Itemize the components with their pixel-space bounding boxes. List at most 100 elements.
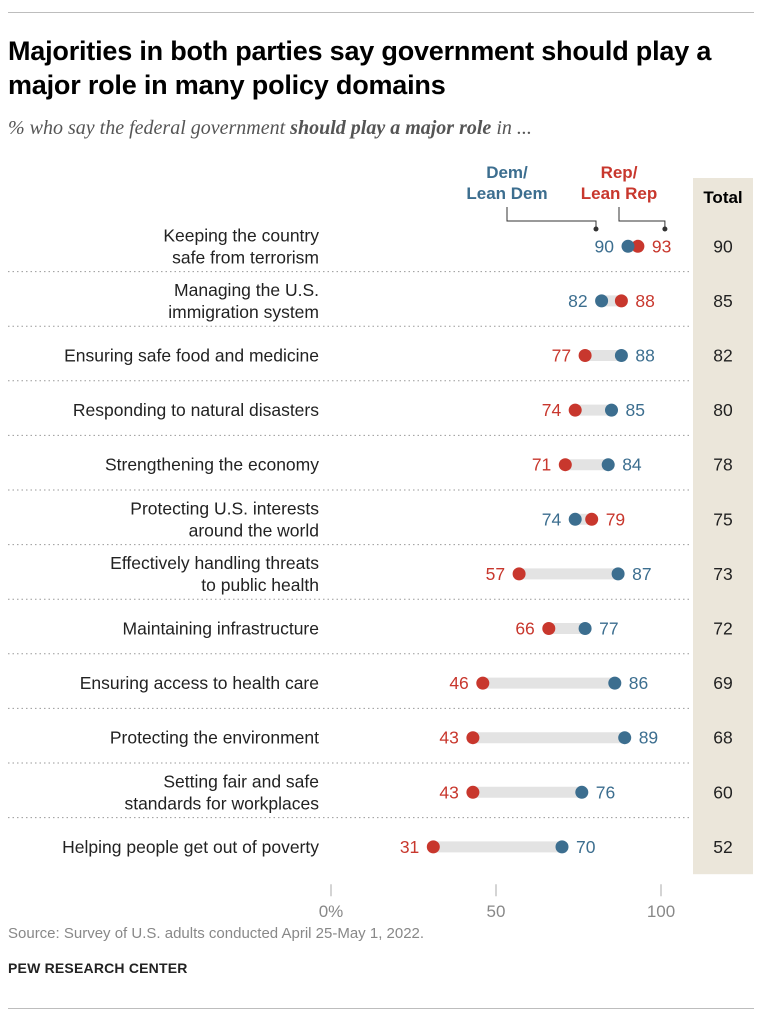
legend-dem-line: Dem/ xyxy=(486,163,528,182)
rep-value-label: 31 xyxy=(400,837,419,857)
dem-value-label: 88 xyxy=(635,346,654,366)
subtitle-emphasis: should play a major role xyxy=(290,117,492,139)
source-note: Source: Survey of U.S. adults conducted … xyxy=(8,925,425,942)
rep-value-label: 88 xyxy=(635,291,654,311)
dem-value-label: 74 xyxy=(542,509,562,529)
total-value: 78 xyxy=(713,455,732,475)
rep-value-label: 66 xyxy=(515,619,534,639)
row-label: Managing the U.S. immigration system xyxy=(168,280,319,322)
rep-dot xyxy=(476,676,490,690)
dem-value-label: 70 xyxy=(576,837,596,857)
row-label: Maintaining infrastructure xyxy=(123,619,319,639)
dem-value-label: 77 xyxy=(599,619,618,639)
legend-rep-leader-end xyxy=(662,226,668,232)
row-label: Responding to natural disasters xyxy=(73,400,319,420)
rep-value-label: 43 xyxy=(439,728,458,748)
dem-dot xyxy=(601,458,615,472)
total-value: 52 xyxy=(713,837,732,857)
rep-value-label: 93 xyxy=(652,236,671,256)
rep-dot xyxy=(542,622,556,635)
total-value: 80 xyxy=(713,400,733,420)
rep-value-label: 74 xyxy=(542,400,562,420)
rep-dot xyxy=(585,512,599,526)
row-label-line: Effectively handling threats xyxy=(110,553,319,573)
dem-dot xyxy=(595,294,609,308)
axis-tick-label: 0% xyxy=(319,902,344,921)
total-value: 73 xyxy=(713,564,732,584)
rep-dot xyxy=(558,458,572,472)
dem-value-label: 89 xyxy=(639,728,658,748)
rep-value-label: 79 xyxy=(606,509,625,529)
row-label-line: standards for workplaces xyxy=(124,793,319,813)
rep-value-label: 57 xyxy=(486,564,505,584)
total-value: 75 xyxy=(713,509,732,529)
row-label: Protecting U.S. interests around the worl… xyxy=(130,498,319,540)
legend-dem-leader-end xyxy=(593,226,599,232)
row-label-line: Keeping the country xyxy=(163,225,319,245)
legend-rep: Rep/Lean Rep xyxy=(581,163,658,203)
rep-value-label: 71 xyxy=(532,455,551,475)
rep-dot xyxy=(568,403,582,417)
total-value: 90 xyxy=(713,236,733,256)
rep-dot xyxy=(466,731,480,745)
rep-dot xyxy=(614,294,628,308)
subtitle-prefix: % who say the federal government xyxy=(8,117,291,139)
dem-value-label: 82 xyxy=(568,291,587,311)
row-label-line: to public health xyxy=(201,575,319,595)
dem-value-label: 90 xyxy=(595,236,615,256)
dem-value-label: 85 xyxy=(626,400,645,420)
dem-dot xyxy=(568,512,582,526)
row-label: Ensuring safe food and medicine xyxy=(64,346,319,366)
row-label: Helping people get out of poverty xyxy=(62,837,319,857)
rep-dot xyxy=(426,840,440,854)
dem-value-label: 86 xyxy=(629,673,648,693)
legend-rep-line: Lean Rep xyxy=(581,184,658,203)
row-label: Effectively handling threats to public he… xyxy=(110,553,319,595)
legend-dem: Dem/Lean Dem xyxy=(466,163,547,203)
dem-dot xyxy=(605,403,618,417)
rep-dot xyxy=(466,785,480,799)
row-label-line: Protecting U.S. interests xyxy=(130,498,319,518)
row-label-line: Responding to natural disasters xyxy=(73,400,319,420)
row-label: Ensuring access to health care xyxy=(80,673,319,693)
legend-rep-leader xyxy=(618,207,666,229)
rep-dot xyxy=(578,349,592,362)
total-column-band xyxy=(693,178,753,875)
total-value: 60 xyxy=(713,782,733,802)
rep-dot xyxy=(631,239,645,253)
bottom-rule xyxy=(8,1008,754,1009)
row-label-line: Strengthening the economy xyxy=(105,455,319,475)
rep-dot xyxy=(512,567,526,581)
row-label: Keeping the country safe from terrorism xyxy=(163,225,319,267)
dem-dot xyxy=(578,622,592,635)
row-label-line: Helping people get out of poverty xyxy=(62,837,319,857)
row-label-line: Ensuring safe food and medicine xyxy=(64,346,319,366)
row-label-line: Ensuring access to health care xyxy=(80,673,319,693)
row-label-line: Maintaining infrastructure xyxy=(123,619,319,639)
row-label-line: Managing the U.S. xyxy=(174,280,319,300)
row-label: Protecting the environment xyxy=(110,728,319,748)
dem-dot xyxy=(575,785,589,799)
row-label-line: safe from terrorism xyxy=(172,247,319,267)
dem-dot xyxy=(614,349,628,362)
total-value: 72 xyxy=(713,619,732,639)
top-rule xyxy=(8,12,754,13)
row-label-line: Setting fair and safe xyxy=(163,771,319,791)
total-value: 68 xyxy=(713,728,732,748)
row-label: Strengthening the economy xyxy=(105,455,319,475)
total-value: 69 xyxy=(713,673,732,693)
dem-dot xyxy=(555,840,569,854)
legend-dem-leader xyxy=(506,207,597,229)
organization-name: PEW RESEARCH CENTER xyxy=(8,960,188,976)
rep-value-label: 43 xyxy=(439,782,458,802)
row-label-line: immigration system xyxy=(168,302,319,322)
chart-subtitle: % who say the federal government should … xyxy=(8,117,532,140)
legend-rep-line: Rep/ xyxy=(601,163,638,182)
dem-dot xyxy=(618,731,632,745)
chart-title: Majorities in both parties say governmen… xyxy=(8,36,712,100)
dem-value-label: 87 xyxy=(632,564,651,584)
dem-value-label: 76 xyxy=(596,782,615,802)
subtitle-suffix: in ... xyxy=(491,117,532,139)
dem-dot xyxy=(621,239,635,253)
